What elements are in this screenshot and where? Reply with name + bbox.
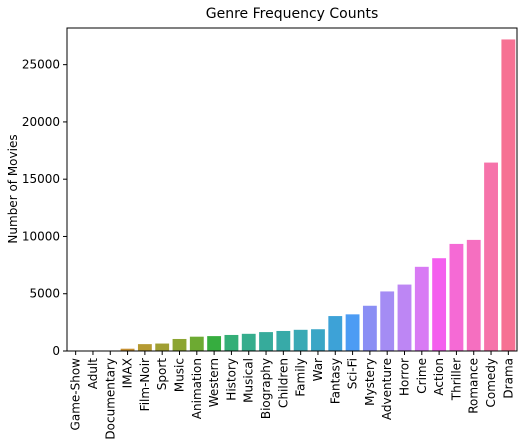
y-tick-label: 0: [52, 344, 60, 358]
x-tick-label: Comedy: [484, 358, 498, 408]
bar-fantasy: [328, 316, 343, 351]
x-tick-label: IMAX: [121, 358, 135, 388]
y-tick-label: 25000: [22, 58, 60, 72]
bar-sci-fi: [345, 314, 360, 351]
bar-comedy: [484, 162, 498, 351]
x-tick-label: Romance: [467, 358, 481, 414]
x-tick-label: Family: [294, 358, 308, 397]
x-tick-label: Biography: [259, 358, 273, 419]
x-tick-label: War: [311, 358, 325, 381]
plot-frame: [66, 27, 518, 352]
bar-sport: [155, 343, 170, 351]
x-tick-label: Game-Show: [69, 358, 83, 431]
y-tick-label: 5000: [29, 287, 60, 301]
x-tick-label: Drama: [501, 358, 515, 399]
y-tick-label: 20000: [22, 115, 60, 129]
bar-drama: [501, 39, 516, 351]
x-tick-label: Music: [173, 358, 187, 392]
plot-border: [66, 27, 518, 352]
x-tick-label: Documentary: [103, 358, 117, 440]
x-tick-label: Children: [276, 358, 290, 408]
x-tick-label: Western: [207, 358, 221, 407]
bar-children: [276, 330, 291, 351]
x-tick-label: Mystery: [363, 358, 377, 406]
bar-thriller: [449, 243, 464, 351]
bar-family: [293, 329, 308, 351]
x-tick-label: Crime: [415, 358, 429, 394]
bar-mystery: [362, 305, 377, 351]
x-axis-ticks: Game-Show Adult Documentary IMAX Film-Noir Sp…: [69, 351, 515, 440]
x-tick-label: Thriller: [449, 358, 463, 401]
x-tick-label: Adventure: [380, 358, 394, 420]
bar-horror: [397, 284, 412, 351]
x-tick-label: Adult: [86, 358, 100, 390]
bar-romance: [466, 239, 481, 351]
x-tick-label: Film-Noir: [138, 358, 152, 411]
bar-action: [432, 258, 447, 351]
x-tick-label: Action: [432, 358, 446, 396]
bar-music: [172, 338, 187, 351]
x-tick-label: Horror: [398, 358, 412, 396]
bar-imax: [120, 348, 135, 351]
bars-group: [68, 39, 516, 351]
bar-crime: [414, 266, 429, 351]
bar-adventure: [380, 291, 395, 351]
x-tick-label: Sci-Fi: [346, 358, 360, 389]
x-tick-label: Animation: [190, 358, 204, 419]
bar-history: [224, 334, 239, 351]
bar-animation: [189, 336, 204, 351]
x-tick-label: Fantasy: [328, 358, 342, 404]
bar-biography: [259, 332, 273, 351]
y-axis-title: Number of Movies: [6, 134, 20, 243]
y-tick-label: 10000: [22, 229, 60, 243]
y-tick-label: 15000: [22, 172, 60, 186]
x-tick-label: History: [224, 358, 238, 401]
bar-film-noir: [137, 344, 152, 351]
bar-musical: [241, 333, 256, 351]
bar-war: [311, 329, 325, 351]
x-tick-label: Musical: [242, 358, 256, 403]
y-axis-ticks: 0 5000 10000 15000 20000 25000: [22, 58, 67, 358]
bar-western: [207, 336, 222, 351]
x-tick-label: Sport: [155, 358, 169, 391]
chart-title: Genre Frequency Counts: [206, 6, 379, 22]
